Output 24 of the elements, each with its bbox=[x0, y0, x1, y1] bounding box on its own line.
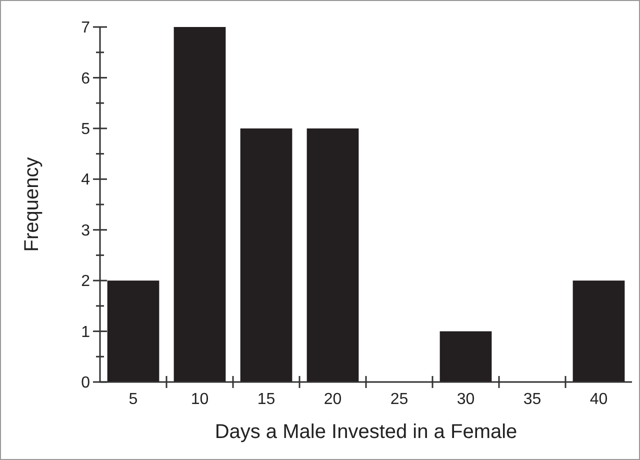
x-tick-label: 25 bbox=[390, 391, 408, 408]
x-tick-label: 10 bbox=[190, 391, 209, 408]
bar bbox=[440, 331, 492, 382]
y-tick-label: 4 bbox=[81, 172, 90, 189]
y-axis-title: Frequency bbox=[21, 157, 43, 252]
y-tick-label: 1 bbox=[81, 324, 90, 341]
bar bbox=[174, 27, 226, 382]
bar bbox=[306, 128, 359, 382]
x-tick-label: 5 bbox=[128, 391, 138, 408]
x-tick-label: 35 bbox=[523, 391, 542, 408]
y-tick-label: 5 bbox=[81, 121, 90, 138]
y-tick-label: 0 bbox=[81, 374, 90, 392]
x-tick-label: 40 bbox=[590, 391, 608, 408]
x-tick-label: 30 bbox=[456, 391, 475, 408]
x-axis-title: Days a Male Invested in a Female bbox=[214, 421, 518, 443]
y-tick-label: 2 bbox=[81, 273, 90, 290]
bar bbox=[240, 128, 292, 382]
bar bbox=[107, 280, 160, 382]
y-tick-label: 3 bbox=[81, 222, 90, 240]
bar bbox=[572, 280, 625, 382]
y-tick-label: 7 bbox=[81, 20, 90, 37]
x-tick-label: 15 bbox=[257, 391, 276, 408]
x-tick-label: 20 bbox=[324, 391, 342, 408]
y-tick-label: 6 bbox=[81, 70, 90, 88]
